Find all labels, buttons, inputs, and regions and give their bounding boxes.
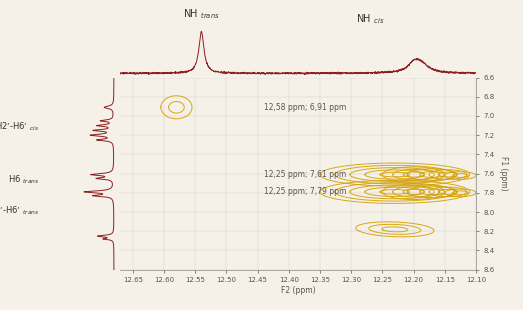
Text: 12,58 ppm; 6,91 ppm: 12,58 ppm; 6,91 ppm (264, 103, 346, 112)
Y-axis label: F1 (ppm): F1 (ppm) (499, 156, 508, 191)
Text: H2’-H6’ $_{cis}$: H2’-H6’ $_{cis}$ (0, 121, 39, 133)
Text: NH $_{trans}$: NH $_{trans}$ (183, 7, 220, 21)
Text: NH $_{cis}$: NH $_{cis}$ (356, 12, 384, 25)
Text: 12,25 ppm; 7,79 ppm: 12,25 ppm; 7,79 ppm (264, 187, 346, 196)
Text: H6 $_{trans}$: H6 $_{trans}$ (8, 174, 39, 186)
Text: 12,25 ppm; 7,61 ppm: 12,25 ppm; 7,61 ppm (264, 170, 346, 179)
Text: H2’-H6’ $_{trans}$: H2’-H6’ $_{trans}$ (0, 205, 39, 217)
X-axis label: F2 (ppm): F2 (ppm) (281, 286, 315, 295)
